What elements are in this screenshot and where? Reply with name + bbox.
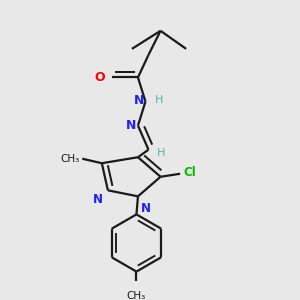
Text: Cl: Cl	[183, 166, 196, 179]
Text: CH₃: CH₃	[127, 291, 146, 300]
Text: H: H	[155, 95, 164, 105]
Text: N: N	[126, 119, 136, 132]
Text: H: H	[157, 148, 165, 158]
Text: N: N	[93, 193, 103, 206]
Text: N: N	[141, 202, 151, 215]
Text: N: N	[134, 94, 144, 106]
Text: O: O	[94, 71, 105, 84]
Text: CH₃: CH₃	[60, 154, 79, 164]
